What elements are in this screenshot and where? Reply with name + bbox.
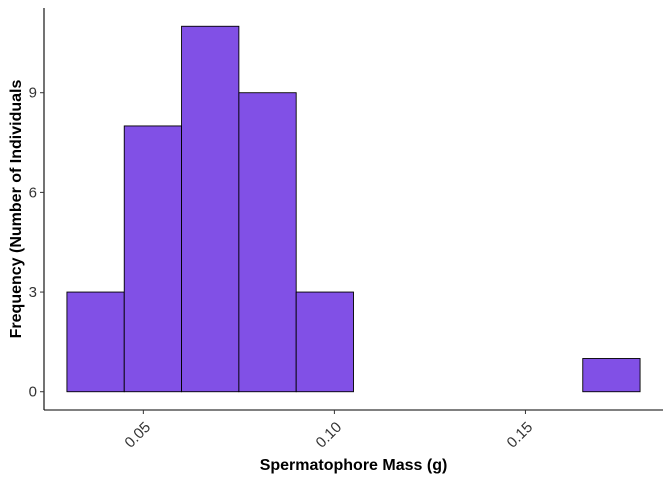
histogram-bar-2 bbox=[123, 125, 183, 393]
histogram-bar-5 bbox=[295, 291, 354, 393]
y-tick-label: 6 bbox=[29, 184, 37, 201]
x-tick-label: 0.05 bbox=[121, 419, 154, 452]
histogram-bar-10 bbox=[582, 358, 641, 393]
x-axis-title: Spermatophore Mass (g) bbox=[260, 457, 448, 474]
bars-group bbox=[66, 25, 641, 393]
x-tick-label: 0.15 bbox=[504, 419, 537, 452]
y-tick-label: 3 bbox=[29, 284, 37, 301]
y-tick-label: 0 bbox=[29, 384, 37, 401]
histogram-bar-3 bbox=[181, 25, 240, 393]
y-tick-label: 9 bbox=[29, 85, 37, 102]
y-axis-title: Frequency (Number of Individuals bbox=[8, 80, 25, 339]
histogram-bar-4 bbox=[238, 92, 297, 393]
x-tick-label: 0.10 bbox=[313, 419, 346, 452]
histogram-bar-1 bbox=[66, 291, 125, 393]
axes-group bbox=[43, 8, 663, 411]
